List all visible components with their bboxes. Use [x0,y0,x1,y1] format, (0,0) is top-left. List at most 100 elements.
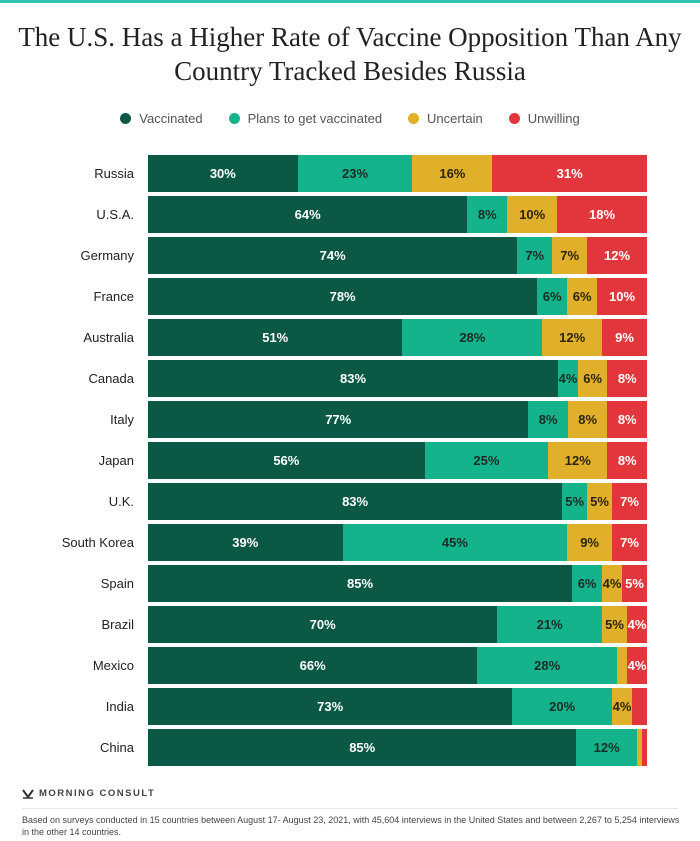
bar-segment: 70% [148,606,498,643]
footnote: Based on surveys conducted in 15 countri… [22,815,680,837]
category-label: India [105,699,134,714]
bar-segment: 9% [602,319,647,356]
data-label: 51% [262,330,289,345]
data-label: 10% [609,289,636,304]
category-label: Russia [94,166,134,181]
stacked-bar: 39% 45% 9% 7% [148,524,647,561]
data-label: 12% [593,740,620,755]
chart-title: The U.S. Has a Higher Rate of Vaccine Op… [18,22,682,86]
bar-row: Germany 74% 7% 7% 12% [0,237,700,274]
data-label: 85% [349,740,376,755]
bar-segment: 10% [597,278,647,315]
stacked-bar: 85% 6% 4% 5% [148,565,647,602]
bar-segment: 30% [148,155,298,192]
data-label: 10% [519,207,546,222]
bar-row: China 85% 12% [0,729,700,766]
legend-label: Uncertain [427,111,483,126]
bar-segment [636,729,642,766]
stacked-bar: 64% 8% 10% 18% [148,196,647,233]
data-label: 8% [617,453,637,468]
data-label: 5% [590,494,609,509]
bar-segment [617,647,628,684]
data-label: 4% [602,576,622,591]
bar-row: Russia 30% 23% 16% 31% [0,155,700,192]
category-label: Spain [100,576,134,591]
bar-segment: 8% [567,401,608,438]
bar-segment: 51% [148,319,403,356]
category-label: Australia [83,330,134,345]
bar-segment: 12% [542,319,603,356]
data-label: 77% [325,412,352,427]
data-label: 83% [342,494,369,509]
bar-segment: 7% [552,237,588,274]
brand-name: MORNING CONSULT [39,788,156,799]
bar-segment: 8% [607,442,647,479]
legend: Vaccinated Plans to get vaccinated Uncerta… [0,111,700,126]
bar-segment: 45% [342,524,568,561]
stacked-bar: 56% 25% 12% 8% [148,442,647,479]
bar-segment: 66% [148,647,478,684]
bar-segment: 64% [148,196,468,233]
legend-label: Plans to get vaccinated [247,111,383,126]
data-label: 5% [565,494,585,509]
data-label: 8% [617,412,637,427]
bar-segment: 7% [517,237,553,274]
legend-item: Vaccinated [120,111,203,126]
bar-segment: 78% [148,278,538,315]
bar-segment: 21% [497,606,603,643]
data-label: 70% [309,617,336,632]
data-label: 7% [620,494,639,509]
legend-item: Uncertain [408,111,483,126]
data-label: 78% [329,289,356,304]
legend-item: Plans to get vaccinated [228,111,383,126]
bar-row: France 78% 6% 6% 10% [0,278,700,315]
bar-segment: 28% [477,647,618,684]
data-label: 8% [477,207,497,222]
bar-segment: 5% [562,483,588,520]
stacked-bar: 83% 4% 6% 8% [148,360,647,397]
data-label: 12% [559,330,586,345]
data-label: 7% [525,248,545,263]
data-label: 74% [319,248,346,263]
legend-label: Unwilling [527,111,580,126]
bar-segment: 4% [558,360,578,397]
bar-segment [641,729,647,766]
data-label: 9% [580,535,599,550]
bar-segment: 16% [412,155,493,192]
data-label: 5% [625,576,644,591]
category-label: South Korea [61,535,134,550]
bar-segment: 83% [148,360,559,397]
bar-segment: 83% [148,483,563,520]
brand-logo: MORNING CONSULT [22,788,155,799]
legend-swatch [408,113,420,124]
category-label: Italy [110,412,134,427]
bar-row: Italy 77% 8% 8% 8% [0,401,700,438]
bar-segment: 56% [148,442,425,479]
bar-segment: 28% [402,319,543,356]
data-label: 18% [589,207,616,222]
bar-segment: 5% [602,606,628,643]
data-label: 23% [342,166,369,181]
data-label: 7% [620,535,639,550]
bar-row: Canada 83% 4% 6% 8% [0,360,700,397]
data-label: 45% [441,535,468,550]
data-label: 66% [299,658,326,673]
data-label: 39% [232,535,259,550]
bar-segment: 77% [148,401,529,438]
bar-segment: 8% [607,401,647,438]
bar-segment: 20% [512,688,613,725]
bar-segment: 6% [577,360,608,397]
bar-segment: 5% [622,565,647,602]
stacked-bar: 78% 6% 6% 10% [148,278,647,315]
stacked-bar: 77% 8% 8% 8% [148,401,647,438]
stacked-bar: 70% 21% 5% 4% [148,606,647,643]
data-label: 6% [583,371,603,386]
bar-segment: 4% [627,606,647,643]
data-label: 56% [273,453,300,468]
bar-row: U.K. 83% 5% 5% 7% [0,483,700,520]
data-label: 28% [534,658,561,673]
data-label: 6% [572,289,592,304]
stacked-bar: 73% 20% 4% [148,688,647,725]
category-label: U.S.A. [96,207,134,222]
bar-segment: 23% [297,155,413,192]
